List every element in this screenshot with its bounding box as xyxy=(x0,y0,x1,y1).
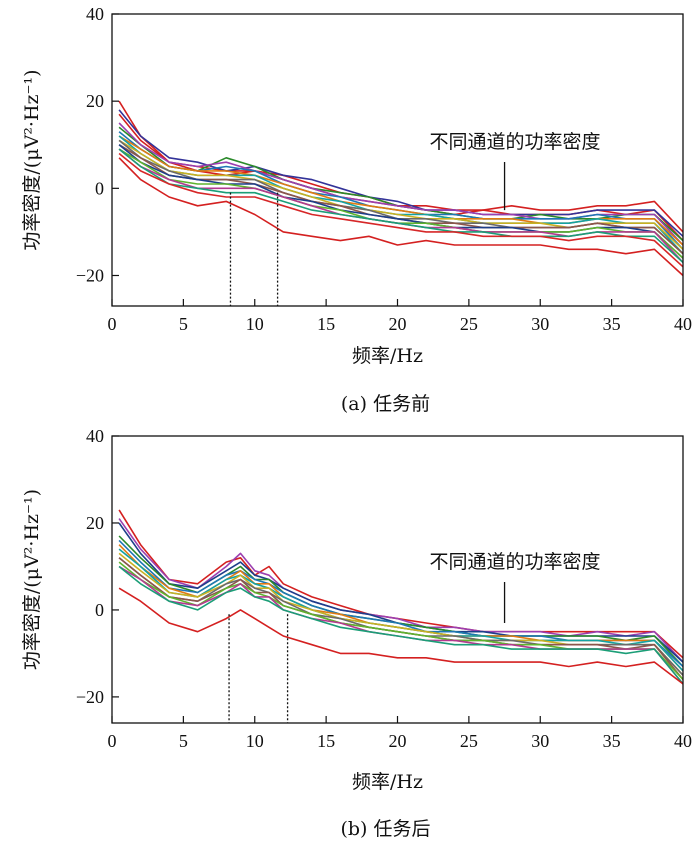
x-tick-label: 30 xyxy=(531,731,549,751)
y-tick-label: −20 xyxy=(76,687,104,707)
plot-frame xyxy=(111,13,684,307)
series-line-3 xyxy=(118,109,683,237)
series-line-17 xyxy=(118,157,683,277)
y-tick-label: 20 xyxy=(86,513,104,533)
annotation-label: 不同通道的功率密度 xyxy=(429,131,600,153)
y-axis-label: 功率密度/(μV²·Hz⁻¹) xyxy=(21,69,43,250)
y-tick-label: 0 xyxy=(95,178,104,198)
series-line-12 xyxy=(118,144,683,259)
x-axis-label: 频率/Hz xyxy=(352,345,423,367)
y-tick-label: 40 xyxy=(86,426,104,446)
panel-caption: (a) 任务前 xyxy=(341,393,430,415)
series-line-1 xyxy=(118,100,683,233)
x-tick-label: 35 xyxy=(603,314,621,334)
x-axis-label: 频率/Hz xyxy=(352,771,423,793)
x-tick-label: 25 xyxy=(460,314,478,334)
series-line-11 xyxy=(118,144,683,255)
x-tick-label: 15 xyxy=(317,731,335,751)
x-tick-label: 40 xyxy=(674,314,692,334)
series-line-15 xyxy=(118,148,683,263)
x-tick-label: 5 xyxy=(179,314,188,334)
panel-caption: (b) 任务后 xyxy=(340,818,430,840)
x-tick-label: 30 xyxy=(531,314,549,334)
chart-panel-2: 0 5 10 15 20 25 30 35 40 −20 0 20 40 频率/Hz 功率密度/(μV²·H… xyxy=(21,426,692,840)
x-tick-label: 25 xyxy=(460,731,478,751)
y-tick-label: 20 xyxy=(86,91,104,111)
x-tick-label: 0 xyxy=(108,314,117,334)
y-axis-label: 功率密度/(μV²·Hz⁻¹) xyxy=(21,489,43,670)
y-tick-label: −20 xyxy=(76,265,104,285)
x-tick-label: 20 xyxy=(389,731,407,751)
chart-panel-1: 0 5 10 15 20 25 30 35 40 −20 0 20 40 频率/Hz 功率密度/(μV²·H… xyxy=(21,4,692,415)
series-group xyxy=(118,509,683,685)
series-group xyxy=(118,100,683,277)
series-line-16 xyxy=(118,152,683,268)
y-tick-label: 40 xyxy=(86,4,104,24)
annotation-label: 不同通道的功率密度 xyxy=(429,551,600,573)
x-tick-label: 10 xyxy=(246,314,264,334)
x-tick-label: 5 xyxy=(179,731,188,751)
x-tick-label: 15 xyxy=(317,314,335,334)
series-line-13 xyxy=(118,565,683,685)
plot-frame xyxy=(111,435,684,724)
series-line-9 xyxy=(118,139,683,250)
y-tick-label: 0 xyxy=(95,600,104,620)
series-line-14 xyxy=(118,587,683,685)
x-tick-label: 40 xyxy=(674,731,692,751)
x-tick-label: 20 xyxy=(389,314,407,334)
x-tick-label: 10 xyxy=(246,731,264,751)
x-tick-label: 35 xyxy=(603,731,621,751)
x-tick-label: 0 xyxy=(108,731,117,751)
